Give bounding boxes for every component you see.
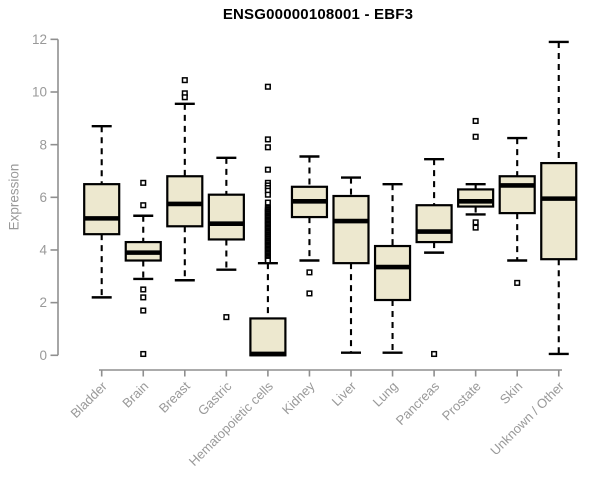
x-tick-label: Breast [156, 378, 193, 415]
box-gastric [207, 156, 245, 321]
iqr-box [166, 175, 204, 228]
iqr-box [83, 183, 121, 236]
iqr-box [540, 161, 578, 261]
outlier-point [140, 286, 147, 293]
outlier-point [181, 94, 188, 101]
outlier-point [223, 314, 230, 321]
outlier-point [264, 191, 271, 198]
y-tick-label: 12 [32, 32, 47, 47]
iqr-box [373, 244, 412, 302]
iqr-box [415, 204, 453, 244]
y-tick-label: 0 [39, 348, 47, 363]
x-tick-label: Kidney [279, 378, 318, 417]
outlier-point [472, 117, 479, 125]
outlier-point [140, 179, 147, 186]
outlier-point [306, 290, 313, 297]
x-tick-label: Prostate [439, 379, 484, 424]
outlier-point [514, 279, 521, 286]
x-tick-label: Liver [329, 378, 360, 409]
outlier-point [264, 144, 271, 151]
box-skin [498, 136, 536, 286]
outlier-point [472, 224, 479, 231]
iqr-box [207, 193, 245, 241]
box-bladder [83, 125, 121, 299]
outlier-point [140, 294, 147, 301]
outlier-point [306, 269, 313, 276]
y-tick-label: 10 [32, 85, 47, 100]
x-tick-label: Unknown / Other [487, 378, 567, 458]
x-tick-label: Skin [497, 379, 525, 407]
outlier-point [264, 83, 271, 90]
outlier-point [264, 199, 271, 206]
x-tick-label: Gastric [195, 378, 235, 418]
iqr-box [457, 188, 495, 208]
outlier-point [264, 136, 271, 143]
chart-title: ENSG00000108001 - EBF3 [222, 6, 414, 23]
box-unknown-other [540, 40, 578, 356]
iqr-box [332, 194, 370, 265]
outlier-point [264, 257, 271, 264]
outlier-point [181, 77, 188, 84]
y-tick-label: 4 [39, 243, 47, 258]
box-brain [124, 179, 162, 358]
box-prostate [457, 117, 495, 231]
box-hematopoietic-cells [249, 83, 287, 357]
outlier-point [472, 219, 479, 226]
box-liver [332, 176, 370, 354]
x-tick-label: Bladder [68, 378, 111, 421]
y-tick-label: 8 [39, 137, 47, 152]
x-tick-label: Pancreas [393, 378, 443, 428]
x-tick-label: Lung [370, 379, 401, 410]
outlier-point [140, 307, 147, 314]
box-pancreas [415, 157, 453, 358]
y-tick-label: 2 [39, 295, 47, 310]
outlier-point [140, 202, 147, 209]
box-kidney [290, 155, 329, 297]
outlier-point [264, 166, 271, 173]
box-lung [373, 182, 412, 354]
x-tick-label: Brain [119, 379, 151, 411]
outlier-point [140, 350, 147, 358]
outlier-point [431, 350, 438, 358]
y-tick-label: 6 [39, 190, 47, 205]
box-breast [166, 77, 204, 282]
outlier-point [472, 133, 479, 140]
iqr-box [249, 317, 287, 357]
iqr-box [498, 175, 536, 215]
